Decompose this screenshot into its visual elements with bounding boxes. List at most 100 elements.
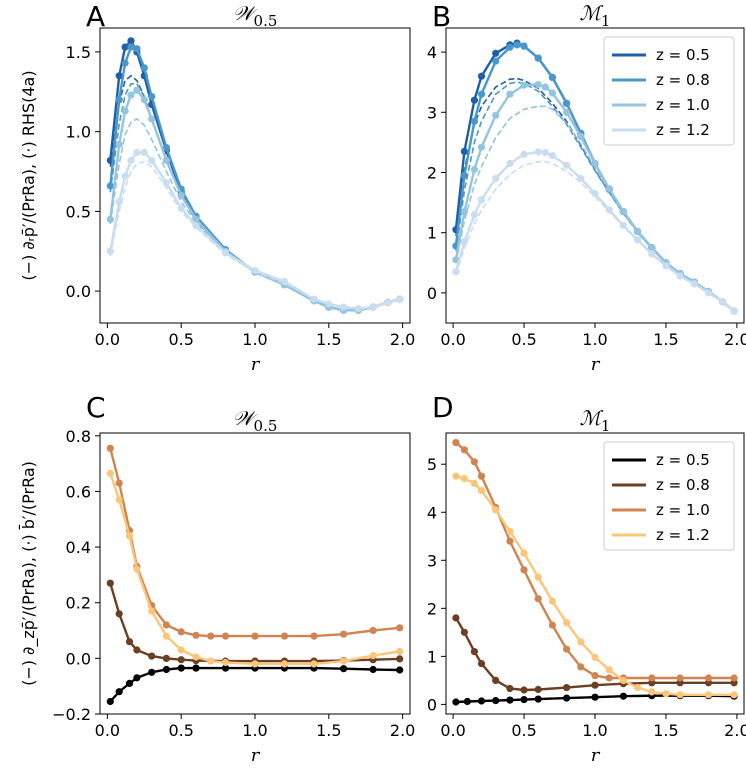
data-point	[463, 697, 471, 706]
y-axis-label: (−) ∂ᵣp̄′/(PrRa), (·) RHS(4a)	[19, 70, 38, 280]
x-tick-label: 1.5	[653, 330, 678, 349]
panel-title: ℳ1	[580, 1, 611, 30]
data-point	[207, 632, 215, 640]
data-point	[384, 298, 392, 306]
data-point	[106, 579, 114, 587]
data-point	[513, 41, 521, 49]
x-tick-label: 1.0	[582, 721, 607, 740]
data-point	[452, 439, 460, 447]
data-point	[127, 37, 135, 45]
data-point	[106, 697, 114, 706]
data-point	[192, 215, 200, 223]
data-point	[460, 238, 468, 246]
data-point	[690, 280, 698, 288]
data-point	[140, 64, 148, 72]
data-point	[140, 96, 148, 104]
x-tick-label: 0.5	[168, 330, 193, 349]
panel-title-symbol: ℳ	[580, 406, 604, 430]
x-tick-label: 2.0	[390, 330, 415, 349]
data-point	[452, 614, 460, 622]
data-point	[133, 148, 141, 156]
plot-area	[106, 444, 404, 706]
data-point	[541, 149, 549, 157]
y-tick-label: 1	[427, 647, 437, 666]
data-point	[127, 156, 135, 164]
data-point	[541, 83, 549, 91]
data-point	[192, 664, 200, 672]
data-point	[133, 86, 141, 94]
data-point	[121, 43, 129, 51]
data-point	[148, 93, 156, 101]
data-point	[662, 690, 670, 698]
data-point	[115, 72, 123, 80]
data-point	[591, 672, 599, 680]
data-point	[548, 621, 557, 629]
data-point	[506, 527, 514, 536]
data-point	[704, 691, 713, 699]
data-point	[133, 674, 141, 682]
data-point	[396, 666, 404, 674]
data-point	[177, 664, 185, 672]
data-point	[506, 90, 514, 98]
plot-area	[452, 439, 738, 706]
x-axis-label: r	[591, 354, 601, 375]
x-tick-label: 0.5	[168, 721, 193, 740]
panel-title-symbol: ℳ	[580, 1, 604, 25]
data-point	[162, 665, 170, 674]
plot-area	[106, 37, 404, 314]
y-tick-label: 0.0	[66, 282, 91, 301]
legend-label: z = 1.0	[656, 501, 710, 519]
legend-label: z = 1.2	[656, 526, 710, 544]
series-line-2	[109, 88, 401, 312]
legend-label: z = 1.0	[656, 96, 710, 114]
data-point	[605, 206, 613, 214]
data-point	[520, 150, 528, 158]
y-tick-label: 0.2	[66, 594, 91, 613]
panel-letter: D	[432, 391, 454, 424]
data-point	[192, 631, 200, 639]
data-point	[396, 655, 404, 663]
panel-a: A 𝒲0.5 0.0 0.5 1.0 1.5 2.0 0.0 0.5 1.0 1.5 r (−) ∂ᵣp…	[19, 0, 415, 375]
data-point	[115, 140, 123, 148]
data-point	[369, 626, 377, 635]
data-point	[704, 674, 713, 682]
data-point	[106, 469, 114, 477]
data-point	[396, 624, 404, 632]
data-point	[548, 89, 557, 97]
data-point	[127, 43, 135, 51]
y-axis-label: (−) ∂_zp̄′/(PrRa), (·) b̄′/(PrRa)	[19, 461, 39, 686]
data-point	[730, 674, 738, 682]
data-point	[492, 676, 500, 685]
x-tick-label: 0.0	[95, 330, 120, 349]
data-point	[470, 211, 478, 219]
data-point	[591, 159, 599, 168]
legend-label: z = 0.8	[656, 476, 710, 494]
data-point	[177, 628, 185, 636]
data-point	[477, 487, 486, 495]
data-point	[133, 45, 141, 53]
data-point	[577, 663, 585, 671]
data-point	[719, 298, 727, 306]
data-point	[534, 54, 542, 62]
panel-title-subscript: 1	[601, 12, 611, 30]
data-point	[477, 660, 486, 668]
x-axis-label: r	[251, 745, 261, 766]
data-point	[534, 573, 542, 581]
data-point	[662, 262, 670, 270]
data-point	[577, 638, 585, 646]
data-point	[396, 295, 404, 303]
series-line-1	[109, 582, 400, 663]
data-point	[492, 697, 500, 705]
data-point	[106, 444, 114, 452]
data-point	[460, 171, 468, 180]
data-point	[106, 182, 114, 190]
data-point	[340, 665, 348, 673]
data-point	[148, 607, 156, 615]
panel-title-subscript: 0.5	[254, 417, 278, 435]
panel-letter: A	[86, 0, 105, 33]
x-tick-label: 2.0	[724, 721, 746, 740]
x-tick-label: 1.0	[242, 721, 267, 740]
data-point	[730, 691, 738, 699]
data-point	[310, 660, 318, 668]
